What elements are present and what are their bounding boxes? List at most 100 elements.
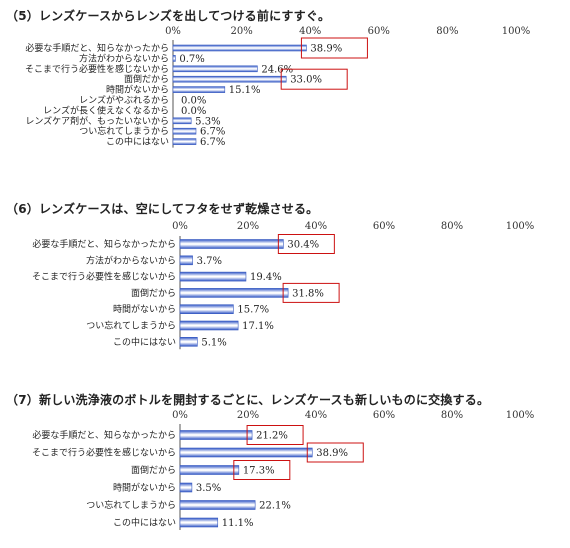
chart-title-6: （6）レンズケースは、空にしてフタをせず乾燥させる。 <box>6 202 319 216</box>
highlight-box <box>277 234 335 254</box>
bar <box>172 86 226 93</box>
bar-chart-5: 0% 20% 40% 60% 80% 100% 必要な手順だと、知らなかったから 38.9% 方… <box>25 26 531 148</box>
bar <box>179 304 234 314</box>
tick-label: 80% <box>441 221 463 232</box>
data-label: 6.7% <box>200 127 225 138</box>
tick-label: 60% <box>373 410 395 421</box>
data-label: 38.9% <box>316 448 348 459</box>
highlight-box <box>300 37 368 59</box>
bar <box>179 337 198 347</box>
category-label: 時間がないから <box>113 482 176 494</box>
data-label: 0.0% <box>181 106 206 117</box>
chart-title-7: （7）新しい洗浄液のボトルを開封するごとに、レンズケースも新しいものに交換する。 <box>6 393 490 407</box>
category-label: 面倒だから <box>131 464 176 476</box>
tick-label: 0% <box>172 221 188 232</box>
data-label: 5.1% <box>201 337 226 348</box>
bar <box>179 255 193 266</box>
bar-chart-6: 0% 20% 40% 60% 80% 100% 必要な手順だと、知らなかったから 30.4% 方… <box>32 221 535 350</box>
category-label: 必要な手順だと、知らなかったから <box>32 238 176 250</box>
bar <box>179 239 284 249</box>
bar <box>179 500 256 510</box>
category-label: レンズケア剤が、もったいないから <box>25 115 169 127</box>
bar <box>172 55 176 62</box>
bar <box>172 138 197 145</box>
category-label: つい忘れてしまうから <box>79 125 169 137</box>
tick-label: 20% <box>230 26 252 37</box>
data-label: 31.8% <box>292 288 324 299</box>
category-label: この中にはない <box>106 136 169 148</box>
tick-label: 20% <box>237 410 259 421</box>
category-label: 方法がわからないから <box>79 52 169 64</box>
highlight-box <box>282 282 340 303</box>
chart-panel-5: （5）レンズケースからレンズを出してつける前にすすぐ。 0% 20% 40% 60% 8… <box>0 0 570 160</box>
data-label: 17.3% <box>243 466 275 477</box>
tick-label: 0% <box>172 410 188 421</box>
data-label: 19.4% <box>250 272 282 283</box>
data-label: 5.3% <box>195 116 220 127</box>
data-label: 0.7% <box>179 54 204 65</box>
tick-label: 80% <box>436 26 458 37</box>
bar <box>179 271 247 282</box>
tick-label: 80% <box>441 410 463 421</box>
tick-label: 20% <box>237 221 259 232</box>
data-label: 21.2% <box>256 431 288 442</box>
bar-chart-7: 0% 20% 40% 60% 80% 100% 必要な手順だと、知らなかったから 21.2% そ… <box>32 410 535 530</box>
chart-panel-7: （7）新しい洗浄液のボトルを開封するごとに、レンズケースも新しいものに交換する。… <box>0 385 570 545</box>
data-label: 11.1% <box>222 518 254 529</box>
category-label: つい忘れてしまうから <box>86 499 176 511</box>
data-label: 0.0% <box>181 96 206 107</box>
category-label: レンズが長く使えなくなるから <box>43 104 169 116</box>
category-label: 時間がないから <box>113 303 176 315</box>
bar <box>172 65 258 73</box>
tick-label: 40% <box>305 221 327 232</box>
highlight-box <box>280 68 348 90</box>
highlight-box <box>246 425 304 445</box>
tick-label: 40% <box>299 26 321 37</box>
bar <box>179 288 289 298</box>
bar <box>179 482 193 493</box>
category-label: 面倒だから <box>124 73 169 85</box>
bar <box>172 127 197 135</box>
category-label: そこまで行う必要性を感じないから <box>32 447 176 459</box>
tick-label: 100% <box>506 221 535 232</box>
bar <box>179 447 313 458</box>
data-label: 33.0% <box>290 75 322 86</box>
data-label: 3.5% <box>196 483 221 494</box>
category-label: そこまで行う必要性を感じないから <box>32 271 176 283</box>
tick-label: 100% <box>502 26 531 37</box>
category-label: 必要な手順だと、知らなかったから <box>25 42 169 54</box>
category-label: この中にはない <box>113 517 176 529</box>
tick-label: 60% <box>373 221 395 232</box>
tick-label: 60% <box>368 26 390 37</box>
tick-label: 100% <box>506 410 535 421</box>
data-label: 22.1% <box>259 501 291 512</box>
tick-label: 0% <box>165 26 181 37</box>
category-label: つい忘れてしまうから <box>86 320 176 332</box>
data-label: 17.1% <box>242 321 274 332</box>
bar <box>172 75 287 83</box>
data-label: 15.1% <box>229 85 261 96</box>
category-label: 方法がわからないから <box>86 254 176 266</box>
category-label: 必要な手順だと、知らなかったから <box>32 429 176 441</box>
data-label: 30.4% <box>287 240 319 251</box>
highlight-box <box>233 460 291 480</box>
category-label: 面倒だから <box>131 287 176 299</box>
bar <box>172 44 307 52</box>
bar <box>172 117 192 125</box>
category-label: レンズがやぶれるから <box>79 94 169 106</box>
data-label: 15.7% <box>237 305 269 316</box>
category-label: この中にはない <box>113 336 176 348</box>
data-label: 24.6% <box>261 64 293 75</box>
bar <box>179 430 253 440</box>
highlight-box <box>306 442 364 463</box>
data-label: 6.7% <box>200 137 225 148</box>
data-label: 38.9% <box>310 44 342 55</box>
chart-panel-6: （6）レンズケースは、空にしてフタをせず乾燥させる。 0% 20% 40% 60% 80… <box>0 195 570 355</box>
data-label: 3.7% <box>197 256 222 267</box>
tick-label: 40% <box>305 410 327 421</box>
category-label: そこまで行う必要性を感じないから <box>25 63 169 75</box>
category-label: 時間がないから <box>106 84 169 96</box>
bar <box>179 465 240 475</box>
bar <box>179 320 239 331</box>
chart-title-5: （5）レンズケースからレンズを出してつける前にすすぐ。 <box>6 9 331 23</box>
